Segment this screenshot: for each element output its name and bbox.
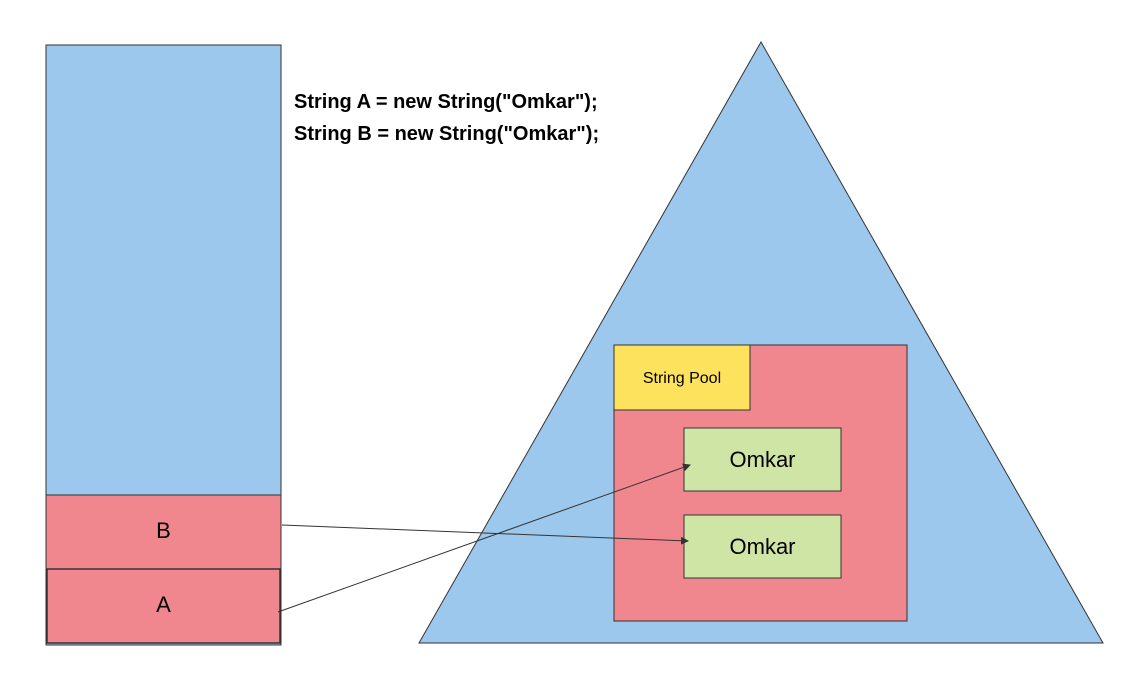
code-line-2: String B = new String("Omkar");: [294, 123, 599, 145]
heap-memory: String Pool Omkar Omkar: [418, 40, 1104, 644]
string-object-1: Omkar: [683, 427, 842, 492]
stack-frame-b-box: [45, 494, 282, 570]
string-pool-label-box: [613, 344, 751, 411]
string-object-2-box: [683, 514, 842, 579]
reference-arrow-b: [281, 524, 689, 545]
stack-frame-b-label: B: [156, 518, 171, 543]
string-object-1-value: Omkar: [730, 447, 796, 472]
reference-arrow-a: [277, 463, 691, 613]
stack-memory: B A: [45, 44, 282, 646]
string-pool: String Pool Omkar Omkar: [613, 344, 908, 622]
code-line-1: String A = new String("Omkar");: [294, 91, 598, 113]
references: [277, 463, 691, 613]
string-pool-label: String Pool: [643, 370, 721, 387]
heap-triangle: [418, 40, 1104, 644]
string-object-2: Omkar: [683, 514, 842, 579]
code-snippet: String A = new String("Omkar"); String B…: [294, 91, 599, 145]
stack-frame-b: B: [45, 494, 282, 570]
stack-frame-a: A: [46, 568, 281, 644]
string-object-2-value: Omkar: [730, 534, 796, 559]
stack-frame-a-box: [46, 568, 281, 644]
stack-frame-a-label: A: [156, 592, 171, 617]
string-object-1-box: [683, 427, 842, 492]
